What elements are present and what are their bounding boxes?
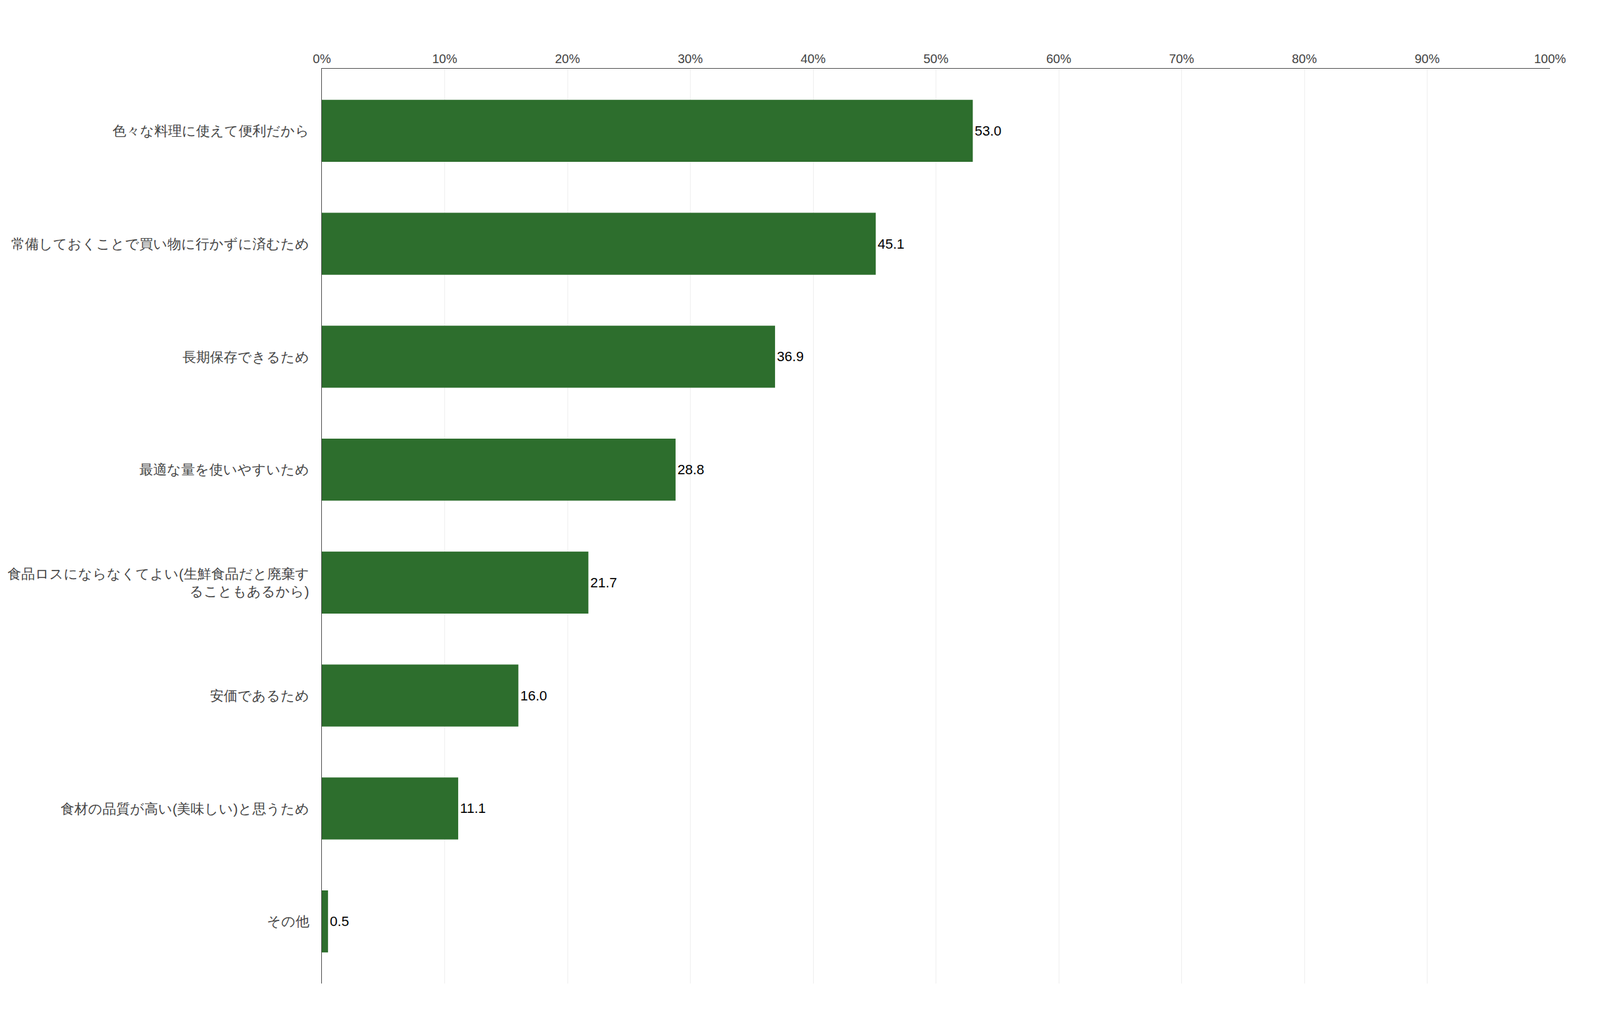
svg-text:36.9: 36.9: [776, 348, 804, 365]
svg-text:長期保存できるため: 長期保存できるため: [182, 349, 310, 365]
svg-text:16.0: 16.0: [520, 688, 547, 704]
svg-text:最適な量を使いやすいため: 最適な量を使いやすいため: [139, 461, 310, 478]
svg-text:28.8: 28.8: [677, 461, 705, 478]
svg-text:11.1: 11.1: [460, 800, 486, 817]
svg-text:40%: 40%: [800, 51, 826, 66]
svg-text:色々な料理に使えて便利だから: 色々な料理に使えて便利だから: [112, 123, 310, 139]
svg-text:80%: 80%: [1291, 51, 1317, 66]
svg-text:10%: 10%: [431, 51, 457, 66]
svg-text:0%: 0%: [313, 51, 332, 66]
svg-text:20%: 20%: [555, 51, 580, 66]
svg-text:30%: 30%: [677, 51, 703, 66]
svg-text:70%: 70%: [1168, 51, 1194, 66]
svg-text:90%: 90%: [1414, 51, 1440, 66]
svg-text:45.1: 45.1: [877, 236, 905, 252]
svg-text:食材の品質が高い(美味しい)と思うため: 食材の品質が高い(美味しい)と思うため: [60, 801, 310, 817]
svg-text:53.0: 53.0: [974, 123, 1002, 139]
svg-text:100%: 100%: [1533, 51, 1566, 66]
svg-text:常備しておくことで買い物に行かずに済むため: 常備しておくことで買い物に行かずに済むため: [11, 236, 310, 252]
svg-text:21.7: 21.7: [590, 575, 617, 591]
svg-text:食品ロスにならなくてよい(生鮮食品だと廃棄することもあるから: 食品ロスにならなくてよい(生鮮食品だと廃棄することもあるから): [7, 566, 309, 600]
svg-text:60%: 60%: [1046, 51, 1072, 66]
svg-text:50%: 50%: [923, 51, 949, 66]
svg-text:その他: その他: [266, 913, 310, 930]
svg-text:0.5: 0.5: [330, 913, 350, 930]
svg-text:安価であるため: 安価であるため: [210, 688, 310, 704]
